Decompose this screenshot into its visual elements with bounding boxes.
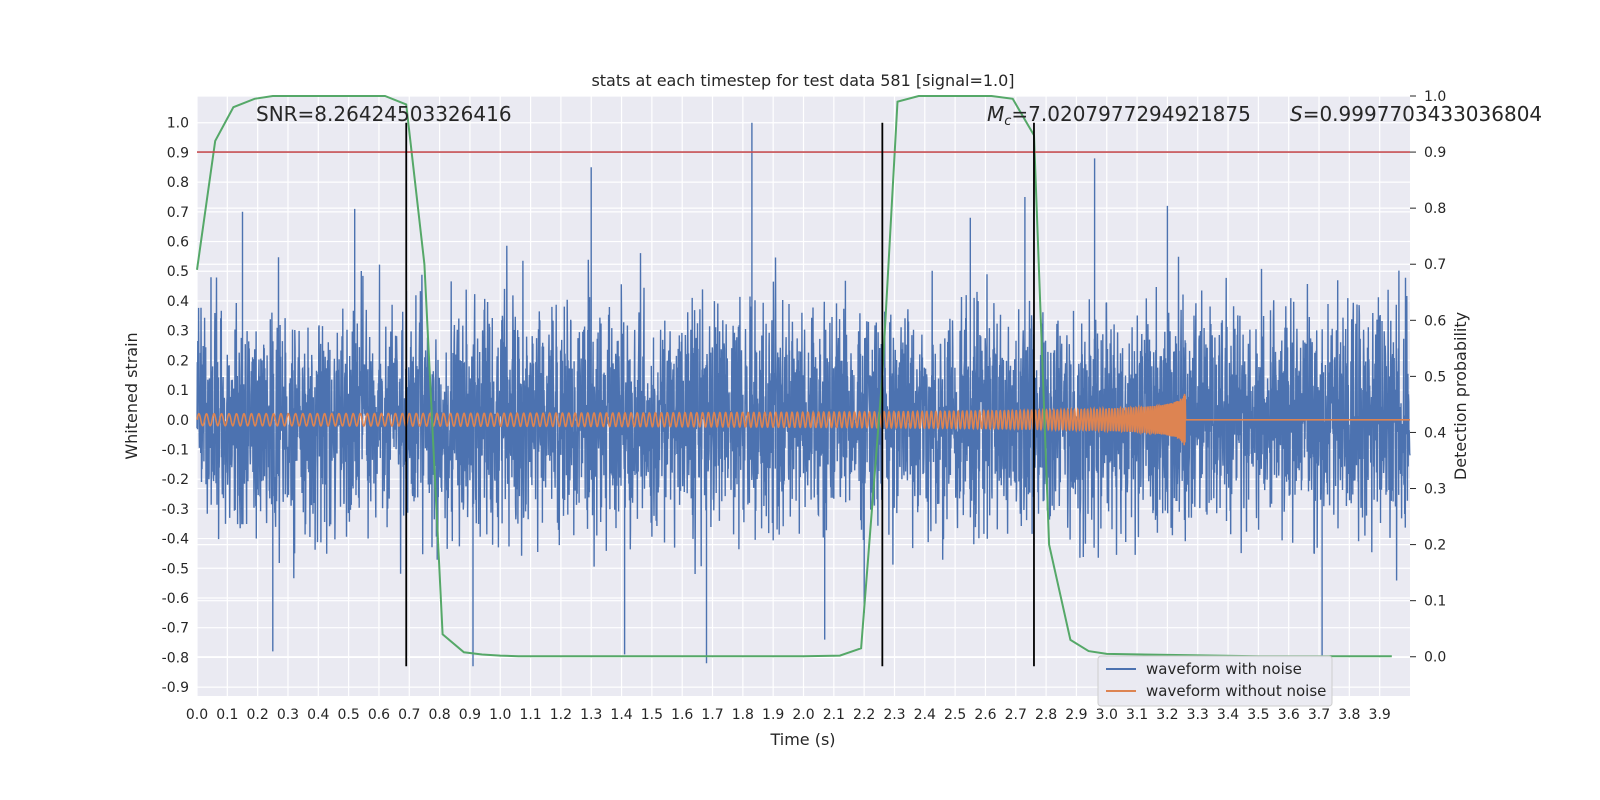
overlays [197, 122, 1410, 667]
x-tick-label: 2.6 [974, 707, 996, 723]
y-tick-label: 0.5 [167, 264, 189, 280]
y-tick-label: 0.0 [167, 413, 189, 429]
y-tick-label: 1.0 [167, 116, 189, 132]
x-tick-label: 1.3 [580, 707, 602, 723]
x-tick-label: 2.9 [1065, 707, 1087, 723]
x-tick-label: 1.2 [550, 707, 572, 723]
y2-tick-label: 0.1 [1424, 594, 1446, 610]
x-tick-label: 0.0 [186, 707, 208, 723]
y-tick-label: -0.4 [162, 532, 189, 548]
x-tick-label: 2.7 [1005, 707, 1027, 723]
y2-tick-label: 0.3 [1424, 482, 1446, 498]
y2-tick-label: 0.2 [1424, 538, 1446, 554]
y2-tick-label: 0.0 [1424, 650, 1446, 666]
y-axis-label: Whitened strain [122, 332, 141, 459]
y-tick-label: 0.4 [167, 294, 189, 310]
y-tick-label: 0.8 [167, 175, 189, 191]
x-tick-label: 2.4 [914, 707, 936, 723]
y-tick-label: -0.2 [162, 472, 189, 488]
mc-value: =7.0207977294921875 [1011, 102, 1250, 126]
x-tick-label: 1.0 [489, 707, 511, 723]
snr-annotation: SNR=8.26424503326416 [256, 102, 512, 126]
chart-title: stats at each timestep for test data 581… [591, 71, 1014, 90]
series-detection-probability [196, 95, 1392, 658]
x-tick-label: 1.9 [762, 707, 784, 723]
y-tick-label: 0.9 [167, 145, 189, 161]
clean-waveform-line [196, 393, 1410, 446]
x-tick-label: 1.7 [701, 707, 723, 723]
y2-tick-label: 0.6 [1424, 313, 1446, 329]
y-tick-label: -0.3 [162, 502, 189, 518]
x-axis-label: Time (s) [769, 730, 835, 749]
x-tick-label: 1.5 [641, 707, 663, 723]
mc-symbol: M [987, 102, 1004, 126]
x-tick-label: 1.4 [610, 707, 632, 723]
x-tick-label: 3.0 [1096, 707, 1118, 723]
y2-axis-label: Detection probability [1451, 312, 1470, 480]
y-tick-label: -0.8 [162, 650, 189, 666]
x-tick-label: 0.1 [216, 707, 238, 723]
x-tick-label: 0.6 [368, 707, 390, 723]
y-tick-label: 0.6 [167, 235, 189, 251]
x-tick-label: 1.1 [519, 707, 541, 723]
detection-probability-line [196, 95, 1392, 658]
x-tick-label: 3.7 [1308, 707, 1330, 723]
y-tick-label: 0.7 [167, 205, 189, 221]
x-tick-label: 3.8 [1338, 707, 1360, 723]
s-symbol: S [1290, 102, 1303, 126]
x-tick-label: 0.8 [428, 707, 450, 723]
y2-tick-label: 0.9 [1424, 145, 1446, 161]
x-tick-label: 3.4 [1217, 707, 1239, 723]
ticks: 0.0 0.1 0.2 0.3 0.4 0.5 0.6 0.7 0.8 0.9 1.0 1.1 1.2 1… [162, 89, 1447, 723]
y2-tick-label: 0.7 [1424, 257, 1446, 273]
x-tick-label: 3.1 [1126, 707, 1148, 723]
x-tick-label: 3.6 [1278, 707, 1300, 723]
x-tick-label: 0.9 [459, 707, 481, 723]
x-tick-label: 1.8 [732, 707, 754, 723]
x-tick-label: 2.5 [944, 707, 966, 723]
series-waveform-with-noise [196, 122, 1411, 667]
y2-tick-label: 0.4 [1424, 425, 1446, 441]
x-tick-label: 2.3 [883, 707, 905, 723]
y-tick-label: 0.1 [167, 383, 189, 399]
y-tick-label: -0.9 [162, 680, 189, 696]
mc-annotation: Mc=7.0207977294921875 [987, 102, 1251, 129]
x-tick-label: 2.1 [823, 707, 845, 723]
y-tick-label: 0.2 [167, 353, 189, 369]
x-tick-label: 0.3 [277, 707, 299, 723]
noise-waveform-line [196, 122, 1411, 667]
y-tick-label: -0.6 [162, 591, 189, 607]
y2-tick-label: 0.5 [1424, 369, 1446, 385]
y-tick-label: -0.7 [162, 621, 189, 637]
x-tick-label: 2.2 [853, 707, 875, 723]
x-tick-label: 0.7 [398, 707, 420, 723]
x-tick-label: 3.9 [1369, 707, 1391, 723]
mc-subscript: c [1004, 114, 1011, 129]
x-tick-label: 2.8 [1035, 707, 1057, 723]
y-tick-label: -0.1 [162, 442, 189, 458]
legend-label-clean: waveform without noise [1146, 682, 1326, 700]
x-tick-label: 3.3 [1187, 707, 1209, 723]
y-tick-label: 0.3 [167, 324, 189, 340]
x-tick-label: 2.0 [792, 707, 814, 723]
x-tick-label: 3.2 [1156, 707, 1178, 723]
s-value: =0.9997703433036804 [1303, 102, 1542, 126]
s-annotation: S=0.9997703433036804 [1290, 102, 1542, 126]
y-tick-label: -0.5 [162, 561, 189, 577]
legend-label-noise: waveform with noise [1146, 660, 1302, 678]
legend-box [1097, 655, 1333, 707]
y2-tick-label: 0.8 [1424, 201, 1446, 217]
x-tick-label: 1.6 [671, 707, 693, 723]
x-tick-label: 3.5 [1247, 707, 1269, 723]
legend: waveform with noise waveform without noi… [1097, 655, 1333, 707]
x-tick-label: 0.2 [247, 707, 269, 723]
y2-tick-label: 1.0 [1424, 89, 1446, 105]
series-waveform-without-noise [196, 393, 1410, 446]
x-tick-label: 0.5 [337, 707, 359, 723]
x-tick-label: 0.4 [307, 707, 329, 723]
